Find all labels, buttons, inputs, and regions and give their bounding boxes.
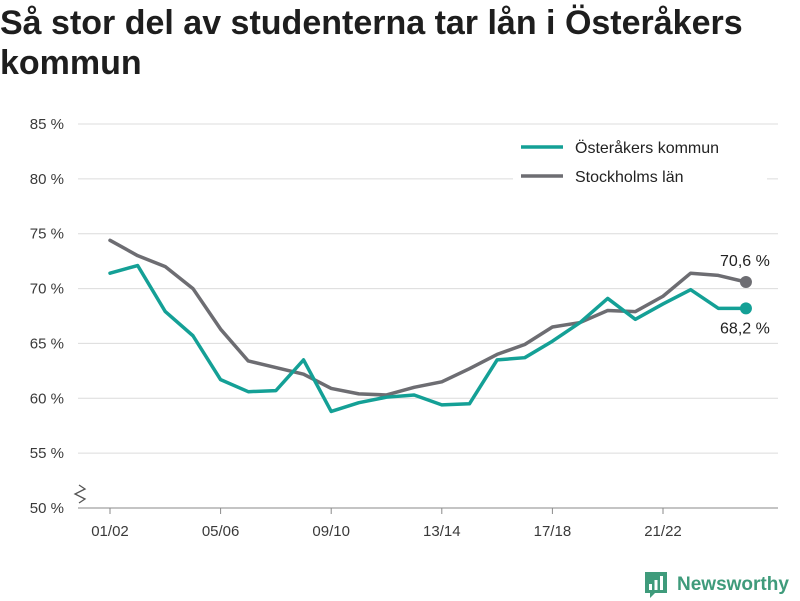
axis-break-icon — [73, 484, 87, 504]
bar-chart-logo-icon — [645, 572, 667, 598]
y-tick-label: 80 % — [30, 171, 64, 188]
y-tick-label: 50 % — [30, 500, 64, 517]
x-tick-label: 17/18 — [534, 523, 572, 540]
legend: Österåkers kommun Stockholms län — [513, 131, 767, 191]
end-point-stockholms-lan — [739, 275, 752, 288]
axes: 85 % 80 % 75 % 70 % 65 % 60 % 55 % 50 % 01/02 05/… — [30, 116, 778, 540]
legend-label-stockholms-lan: Stockholms län — [575, 169, 684, 186]
newsworthy-logo: Newsworthy — [644, 569, 789, 601]
end-point-osterakers-kommun — [739, 302, 752, 315]
x-tick-label: 13/14 — [423, 523, 461, 540]
legend-label-osterakers-kommun: Österåkers kommun — [575, 139, 719, 157]
y-tick-label: 75 % — [30, 226, 64, 243]
x-tick-label: 01/02 — [91, 523, 129, 540]
end-label-stockholms-lan: 70,6 % — [720, 253, 770, 270]
y-tick-label: 60 % — [30, 390, 64, 407]
end-label-osterakers-kommun: 68,2 % — [720, 320, 770, 337]
x-tick-label: 21/22 — [644, 523, 682, 540]
y-tick-label: 70 % — [30, 281, 64, 298]
y-tick-label: 65 % — [30, 335, 64, 352]
y-tick-label: 55 % — [30, 445, 64, 462]
x-tick-label: 09/10 — [312, 523, 350, 540]
logo-text: Newsworthy — [677, 574, 789, 595]
x-tick-label: 05/06 — [202, 523, 240, 540]
series-line-osterakers-kommun — [108, 263, 748, 414]
y-tick-label: 85 % — [30, 116, 64, 133]
end-labels: 70,6 % 68,2 % — [720, 253, 770, 337]
series-line-stockholms-lan — [108, 238, 748, 397]
chart-title: Så stor del av studenterna tar lån i Öst… — [0, 4, 743, 82]
series-lines — [108, 238, 752, 414]
legend-background — [513, 131, 767, 191]
